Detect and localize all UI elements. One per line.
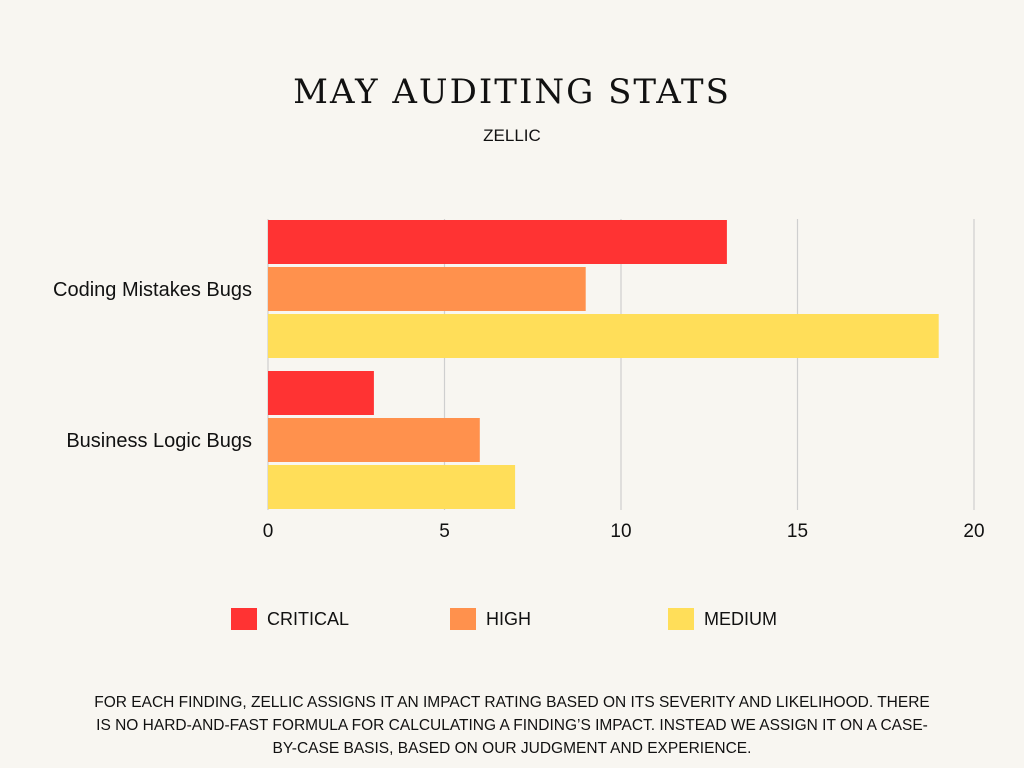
legend-swatch-high [450,608,476,630]
bar-business-logic-bugs-high [268,418,480,462]
legend-swatch-critical [231,608,257,630]
legend-item-high: HIGH [450,608,531,630]
bar-coding-mistakes-bugs-medium [268,314,939,358]
legend-swatch-medium [668,608,694,630]
footnote: For each finding, Zellic assigns it an i… [94,694,930,757]
bar-coding-mistakes-bugs-high [268,267,586,311]
x-tick-label-15: 15 [787,521,808,542]
bar-coding-mistakes-bugs-critical [268,220,727,264]
x-tick-label-10: 10 [610,521,631,542]
legend-label-critical: CRITICAL [267,608,350,629]
x-tick-label-5: 5 [439,521,450,542]
category-label-business-logic-bugs: Business Logic Bugs [66,430,252,452]
chart-subtitle: ZELLIC [483,126,541,145]
legend-label-high: HIGH [486,608,531,629]
x-tick-label-0: 0 [263,521,274,542]
legend: CRITICAL HIGH MEDIUM [0,608,1024,632]
category-label-coding-mistakes-bugs: Coding Mistakes Bugs [53,279,252,301]
legend-label-medium: MEDIUM [704,608,777,629]
x-tick-label-20: 20 [963,521,984,542]
bars [268,220,939,509]
tick-labels: 0 5 10 15 20 [263,521,985,542]
category-labels: Coding Mistakes Bugs Business Logic Bugs [53,279,252,452]
chart-title: MAY AUDITING STATS [293,72,731,112]
bar-business-logic-bugs-critical [268,371,374,415]
legend-item-medium: MEDIUM [668,608,777,630]
legend-item-critical: CRITICAL [231,608,349,630]
bar-business-logic-bugs-medium [268,465,516,509]
